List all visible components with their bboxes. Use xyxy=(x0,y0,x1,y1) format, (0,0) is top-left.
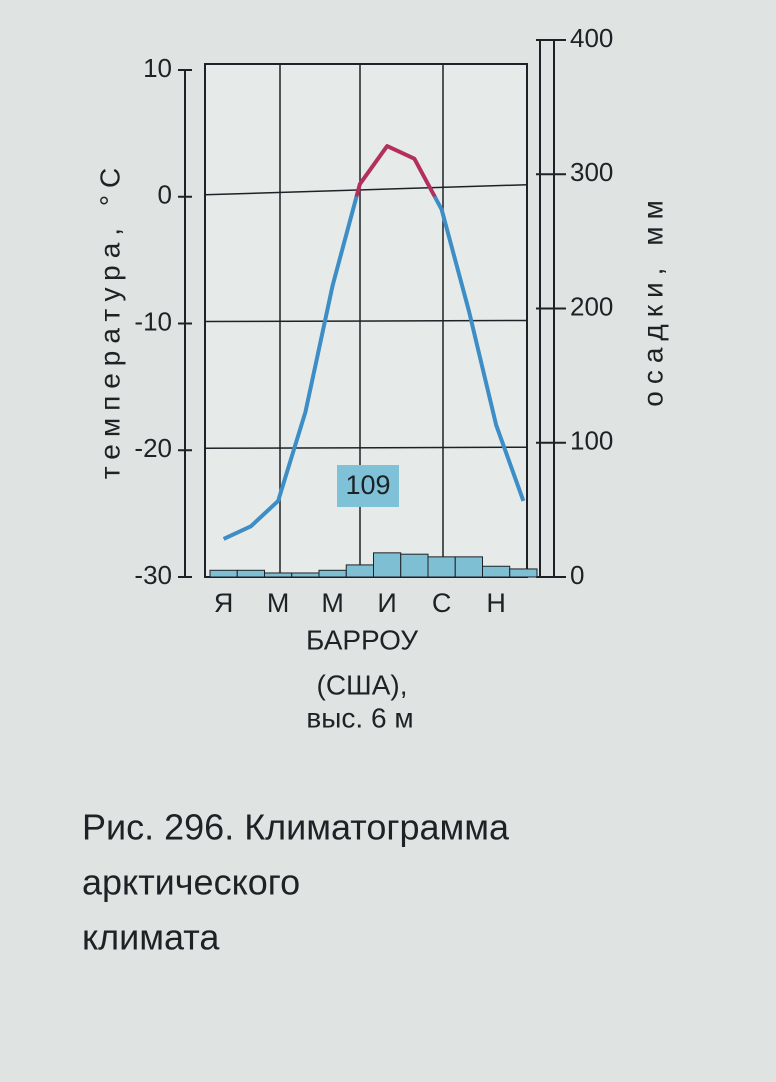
grid-line xyxy=(204,446,528,449)
y2-tick-label: 200 xyxy=(570,291,613,321)
y2-tick-label: 100 xyxy=(570,426,613,456)
y-tick-label: 10 xyxy=(143,53,172,83)
grid-line xyxy=(204,319,528,323)
x-tick-label: Я xyxy=(214,588,234,618)
y-axis-label: температура, °С xyxy=(94,161,125,480)
precip-bar xyxy=(482,565,511,578)
precip-bar xyxy=(400,553,429,578)
precip-bar xyxy=(236,569,265,578)
x-tick-label: Н xyxy=(486,588,506,618)
temperature-line xyxy=(222,144,526,541)
x-tick-label: С xyxy=(432,588,452,618)
station: БАРРОУ xyxy=(306,624,418,655)
altitude: выс. 6 м xyxy=(306,702,413,733)
precip-bar xyxy=(509,568,538,578)
precip-bar xyxy=(345,564,374,578)
x-tick-label: М xyxy=(267,588,290,618)
y2-tick-label: 0 xyxy=(570,560,584,590)
annotation-box xyxy=(337,465,399,507)
y-tick-label: -10 xyxy=(134,306,172,336)
precip-bar xyxy=(373,552,402,578)
precip-bar xyxy=(427,556,456,578)
precip-bar xyxy=(291,572,320,578)
x-tick-label: И xyxy=(377,588,396,618)
precip-bar xyxy=(454,556,483,578)
caption: Рис. 296. Климатограмма xyxy=(82,807,510,848)
country: (США), xyxy=(317,669,408,700)
y-tick-label: -20 xyxy=(134,433,172,463)
y2-axis-label: осадки, мм xyxy=(637,193,668,406)
x-tick-label: М xyxy=(321,588,344,618)
caption: климата xyxy=(82,917,220,958)
y-tick-label: -30 xyxy=(134,560,172,590)
y2-tick-label: 300 xyxy=(570,157,613,187)
precip-bar xyxy=(318,569,347,578)
precip-bar xyxy=(264,572,293,578)
annotation: 109 xyxy=(345,470,390,500)
precip-bar xyxy=(209,569,238,578)
y2-tick-label: 400 xyxy=(570,23,613,53)
grid-line xyxy=(204,184,528,196)
caption: арктического xyxy=(82,862,300,903)
y-tick-label: 0 xyxy=(158,180,172,210)
